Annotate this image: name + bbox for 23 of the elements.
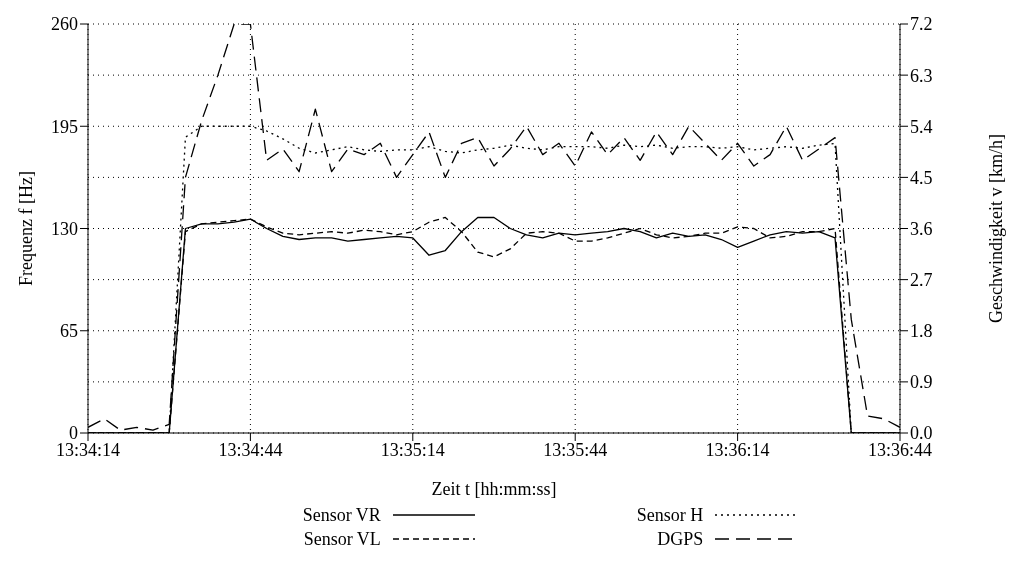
y2-tick-label: 4.5 <box>910 167 933 188</box>
x-tick-label: 13:34:44 <box>218 439 283 460</box>
legend-label: Sensor H <box>636 504 704 526</box>
y-tick-label: 260 <box>51 14 78 35</box>
legend-label: DGPS <box>657 528 704 550</box>
y-tick-label: 130 <box>51 218 78 239</box>
y-tick-label: 195 <box>51 116 78 137</box>
y2-tick-label: 0.9 <box>910 372 933 393</box>
y2-tick-label: 6.3 <box>910 65 933 86</box>
y2-axis-title: Geschwindigkeit v [km/h] <box>986 134 1007 323</box>
x-tick-label: 13:35:44 <box>543 439 608 460</box>
y-tick-label: 65 <box>60 321 78 342</box>
y2-tick-label: 1.8 <box>910 321 933 342</box>
legend-label: Sensor VR <box>302 504 381 526</box>
y2-tick-label: 7.2 <box>910 14 933 35</box>
legend-label: Sensor VL <box>303 528 381 550</box>
y2-tick-label: 3.6 <box>910 218 933 239</box>
x-axis-title: Zeit t [hh:mm:ss] <box>431 479 557 499</box>
x-tick-label: 13:36:14 <box>705 439 770 460</box>
y2-tick-label: 2.7 <box>910 270 933 291</box>
y2-tick-label: 5.4 <box>910 116 933 137</box>
y-axis-title: Frequenz f [Hz] <box>16 171 37 286</box>
x-tick-label: 13:35:14 <box>380 439 445 460</box>
